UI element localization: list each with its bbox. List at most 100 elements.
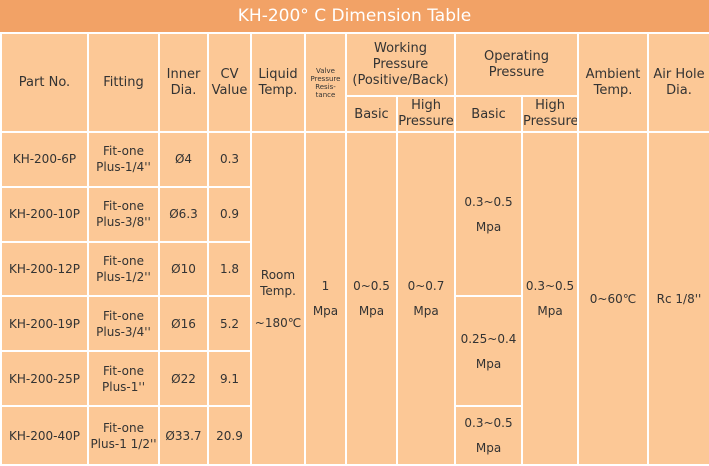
- table-cell: 0.3: [207, 131, 252, 188]
- table-cell: KH-200-19P: [0, 295, 89, 353]
- table-cell: 9.1: [207, 350, 252, 408]
- table-cell: 1.8: [207, 240, 252, 298]
- cell-line: Fit-one: [103, 254, 144, 269]
- cell-line: Operating: [484, 48, 550, 64]
- table-cell: Fit-one Plus-3/4'': [87, 295, 160, 353]
- table-cell: Basic: [345, 95, 398, 133]
- table-cell: 0~60℃: [577, 130, 650, 466]
- cell-line: Working: [373, 40, 428, 56]
- table-cell: 0.3~0.5 Mpa: [454, 130, 524, 298]
- table-cell: 0.25~0.4 Mpa: [454, 295, 524, 408]
- dimension-table: Part No. Fitting Inner Dia. CV Value Liquid Tem…: [0, 32, 709, 466]
- cell-line: Plus-1 1/2'': [90, 436, 157, 451]
- cell-line: Dia.: [666, 82, 692, 98]
- cell-line: Pressure: [398, 114, 454, 129]
- table-cell: 5.2: [207, 295, 252, 353]
- table-cell: 0.3~0.5 Mpa: [454, 405, 524, 466]
- cell-line: Mpa: [312, 304, 339, 319]
- cell-line: Dia.: [170, 82, 197, 98]
- table-cell: Ø4: [158, 131, 209, 188]
- cell-line: 0.3~0.5: [525, 279, 575, 294]
- table-cell: Fit-one Plus-1'': [87, 350, 160, 408]
- table-cell: Ø33.7: [158, 405, 209, 466]
- table-cell: 0.3~0.5 Mpa: [521, 130, 580, 466]
- table-cell: KH-200-40P: [0, 405, 89, 466]
- table-cell: Ø22: [158, 350, 209, 408]
- table-cell: Ambient Temp.: [577, 32, 650, 133]
- cell-line: Pressure: [523, 114, 579, 129]
- table-cell: Ø16: [158, 295, 209, 353]
- cell-line: Pressure: [372, 56, 429, 72]
- cell-line: 0~0.7: [407, 279, 445, 294]
- table-cell: Fit-one Plus-1/4'': [87, 131, 160, 188]
- cell-line: Liquid: [258, 66, 298, 82]
- table-cell: KH-200-25P: [0, 350, 89, 408]
- cell-line: Air Hole: [653, 66, 705, 82]
- cell-line: Mpa: [358, 304, 385, 319]
- table-cell: Fitting: [87, 32, 160, 133]
- cell-line: Mpa: [475, 356, 502, 371]
- table-cell: Basic: [454, 95, 524, 133]
- cell-line: Room: [260, 267, 296, 282]
- table-cell: CV Value: [207, 32, 252, 133]
- table-cell: Ø6.3: [158, 185, 209, 243]
- table-cell: 0~0.7 Mpa: [395, 130, 457, 466]
- table-cell: 1 Mpa: [304, 130, 347, 466]
- cell-line: Fit-one: [103, 420, 144, 435]
- cell-line: Fit-one: [103, 363, 144, 378]
- cell-line: Inner: [166, 66, 201, 82]
- table-cell: Inner Dia.: [158, 32, 209, 133]
- table-cell: KH-200-12P: [0, 240, 89, 298]
- table-cell: Operating Pressure: [454, 32, 580, 97]
- table-cell: Air Hole Dia.: [647, 32, 709, 133]
- table-cell: Rc 1/8'': [647, 130, 709, 466]
- cell-line: High: [535, 98, 565, 113]
- table-cell: KH-200-6P: [0, 131, 89, 188]
- cell-line: Temp.: [258, 82, 298, 98]
- table-cell: Part No.: [0, 32, 89, 133]
- cell-line: Pressure: [488, 64, 545, 80]
- cell-line: Plus-3/4'': [96, 324, 151, 339]
- cell-line: Fit-one: [103, 199, 144, 214]
- cell-line: Resis-: [315, 82, 336, 91]
- cell-line: (Positive/Back): [352, 72, 449, 88]
- table-cell: High Pressure: [521, 95, 580, 133]
- cell-line: ~180℃: [254, 315, 302, 330]
- cell-line: Pressure: [310, 74, 341, 83]
- cell-line: Plus-3/8'': [96, 215, 151, 230]
- cell-line: CV: [220, 66, 239, 82]
- cell-line: Fit-one: [103, 308, 144, 323]
- table-cell: Working Pressure (Positive/Back): [344, 32, 457, 97]
- cell-line: Mpa: [475, 441, 502, 456]
- cell-line: Temp.: [260, 283, 296, 298]
- table-cell: Fit-one Plus-3/8'': [87, 185, 160, 243]
- cell-line: High: [411, 98, 441, 113]
- cell-line: 1: [321, 279, 330, 294]
- cell-line: Temp.: [593, 82, 633, 98]
- cell-line: Fit-one: [103, 144, 144, 159]
- cell-line: Mpa: [475, 219, 502, 234]
- table-cell: Liquid Temp.: [250, 32, 306, 133]
- cell-line: Mpa: [537, 304, 563, 319]
- table-cell: Fit-one Plus-1/2'': [87, 240, 160, 298]
- cell-line: Mpa: [413, 304, 439, 319]
- table-cell: KH-200-10P: [0, 185, 89, 243]
- cell-line: Plus-1'': [102, 379, 145, 394]
- cell-line: 0.3~0.5: [464, 416, 513, 431]
- cell-line: Value: [211, 82, 248, 98]
- table-cell: Valve Pressure Resis-tance: [304, 32, 347, 133]
- table-cell: High Pressure: [395, 95, 457, 133]
- cell-line: tance: [315, 90, 336, 99]
- cell-line: 0.3~0.5: [464, 194, 513, 209]
- table-cell: 20.9: [207, 405, 252, 466]
- cell-line: 0.25~0.4: [460, 331, 517, 346]
- cell-line: Valve: [316, 66, 335, 75]
- cell-line: Plus-1/4'': [96, 160, 151, 175]
- table-cell: 0~0.5 Mpa: [345, 130, 398, 466]
- table-cell: Room Temp. ~180℃: [250, 130, 306, 466]
- table-cell: 0.9: [207, 185, 252, 243]
- cell-line: Ambient: [585, 66, 641, 82]
- table-cell: Fit-one Plus-1 1/2'': [87, 405, 160, 466]
- table-cell: Ø10: [158, 240, 209, 298]
